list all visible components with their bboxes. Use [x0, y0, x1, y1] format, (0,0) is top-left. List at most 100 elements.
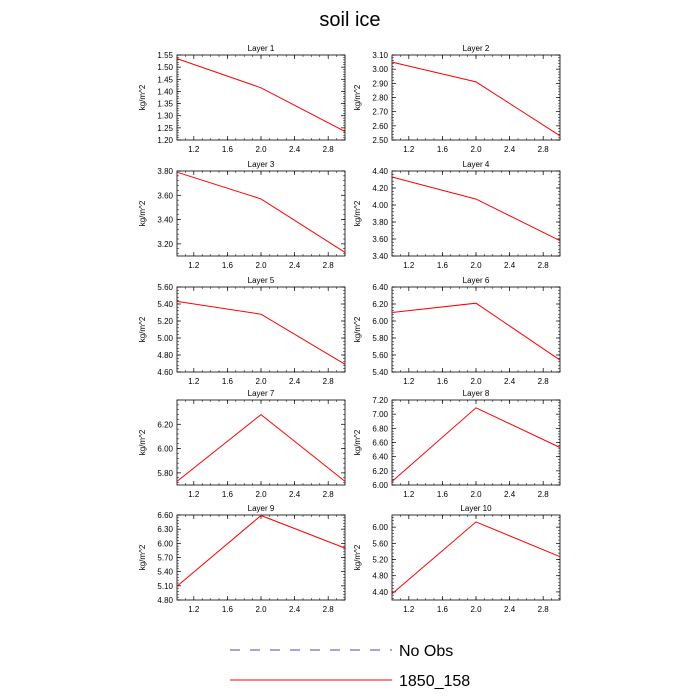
x-tick-label: 2.4 — [504, 490, 516, 499]
x-tick-label: 2.0 — [470, 261, 482, 270]
y-tick-label: 5.60 — [372, 351, 388, 360]
y-axis-label: kg/m^2 — [138, 316, 147, 342]
y-tick-label: 2.50 — [372, 136, 388, 145]
x-tick-label: 1.6 — [437, 490, 449, 499]
x-tick-label: 2.0 — [470, 145, 482, 154]
y-tick-label: 6.20 — [372, 467, 388, 476]
y-tick-label: 5.00 — [157, 334, 173, 343]
x-tick-label: 1.6 — [222, 377, 234, 386]
y-tick-label: 3.10 — [372, 51, 388, 60]
y-tick-label: 3.40 — [157, 216, 173, 225]
y-axis-label: kg/m^2 — [353, 84, 362, 110]
y-tick-label: 1.55 — [157, 51, 173, 60]
panel-title: Layer 5 — [248, 276, 275, 285]
y-tick-label: 1.45 — [157, 75, 173, 84]
y-tick-label: 6.80 — [372, 424, 388, 433]
plot-frame — [176, 399, 346, 486]
panel-layer-8: Layer 8 kg/m^2 6.00 6.20 6.40 6.60 6.80 7.00 7.2… — [353, 389, 561, 499]
x-tick-label: 2.4 — [289, 145, 301, 154]
y-tick-label: 5.40 — [157, 300, 173, 309]
x-tick-label: 2.8 — [323, 377, 335, 386]
y-tick-label: 4.60 — [157, 368, 173, 377]
panel-layer-4: Layer 4 kg/m^2 3.40 3.60 3.80 4.00 4.20 4.40 1.2… — [353, 160, 561, 270]
y-axis-label: kg/m^2 — [138, 200, 147, 226]
y-axis-label: kg/m^2 — [353, 316, 362, 342]
x-tick-label: 1.2 — [188, 261, 200, 270]
legend: No Obs 1850_158 — [230, 643, 470, 690]
series-line-1850-158 — [391, 302, 561, 361]
y-tick-label: 4.00 — [372, 201, 388, 210]
panel-layer-7: Layer 7 kg/m^2 5.80 6.00 6.20 1.2 1.6 2.0 2.4 2.8 — [138, 389, 346, 499]
series-line-1850-158 — [391, 61, 561, 137]
y-axis-label: kg/m^2 — [138, 84, 147, 110]
x-tick-label: 2.4 — [504, 261, 516, 270]
y-tick-label: 5.40 — [157, 568, 173, 577]
panel-title: Layer 2 — [463, 44, 490, 53]
y-axis-label: kg/m^2 — [353, 429, 362, 455]
y-tick-label: 5.20 — [372, 556, 388, 565]
panel-layer-2: Layer 2 kg/m^2 2.50 2.60 2.70 2.80 2.90 3.00 3.1… — [353, 44, 561, 154]
series-line-1850-158 — [176, 514, 346, 587]
y-tick-label: 5.20 — [157, 317, 173, 326]
y-tick-label: 6.00 — [157, 539, 173, 548]
series-line-1850-158 — [176, 58, 346, 132]
plot-frame — [176, 514, 346, 601]
x-tick-label: 1.2 — [403, 145, 415, 154]
y-tick-label: 6.40 — [372, 453, 388, 462]
x-tick-label: 2.8 — [323, 261, 335, 270]
x-tick-label: 2.4 — [504, 377, 516, 386]
panel-title: Layer 10 — [460, 504, 492, 513]
x-tick-label: 1.2 — [403, 490, 415, 499]
y-tick-label: 4.80 — [157, 351, 173, 360]
x-tick-label: 1.2 — [188, 377, 200, 386]
panel-title: Layer 3 — [248, 160, 275, 169]
x-tick-label: 1.6 — [437, 145, 449, 154]
y-tick-label: 6.40 — [372, 283, 388, 292]
x-tick-label: 2.0 — [255, 490, 267, 499]
x-tick-label: 1.2 — [403, 261, 415, 270]
x-tick-label: 1.6 — [222, 490, 234, 499]
y-tick-label: 4.80 — [157, 596, 173, 605]
panels-group: Layer 1 kg/m^2 1.20 1.25 1.30 1.35 1.40 1.45 1.5… — [138, 44, 561, 614]
x-tick-label: 2.8 — [538, 605, 550, 614]
panel-title: Layer 4 — [463, 160, 490, 169]
y-tick-label: 2.70 — [372, 108, 388, 117]
y-axis-label: kg/m^2 — [138, 429, 147, 455]
x-tick-label: 2.0 — [470, 490, 482, 499]
series-line-1850-158 — [176, 171, 346, 253]
y-tick-label: 2.90 — [372, 79, 388, 88]
y-tick-label: 7.20 — [372, 396, 388, 405]
x-tick-label: 1.6 — [437, 261, 449, 270]
plot-frame — [391, 399, 561, 486]
y-tick-label: 3.80 — [157, 167, 173, 176]
x-tick-label: 1.2 — [188, 490, 200, 499]
panel-title: Layer 6 — [463, 276, 490, 285]
y-tick-label: 2.60 — [372, 122, 388, 131]
series-line-1850-158 — [391, 407, 561, 482]
x-tick-label: 2.0 — [470, 605, 482, 614]
y-tick-label: 4.40 — [372, 588, 388, 597]
panel-title: Layer 7 — [248, 389, 275, 398]
x-tick-label: 2.8 — [323, 605, 335, 614]
x-tick-label: 2.8 — [323, 145, 335, 154]
panel-layer-9: Layer 9 kg/m^2 4.80 5.10 5.40 5.70 6.00 6.30 6.6… — [138, 504, 346, 614]
y-tick-label: 5.10 — [157, 582, 173, 591]
y-tick-label: 3.80 — [372, 218, 388, 227]
y-tick-label: 3.20 — [157, 240, 173, 249]
y-axis-label: kg/m^2 — [138, 544, 147, 570]
y-tick-label: 2.80 — [372, 94, 388, 103]
x-tick-label: 2.4 — [504, 605, 516, 614]
x-tick-label: 2.8 — [538, 145, 550, 154]
y-tick-label: 7.00 — [372, 410, 388, 419]
plot-frame — [176, 170, 346, 257]
y-tick-label: 5.40 — [372, 368, 388, 377]
y-axis-label: kg/m^2 — [353, 200, 362, 226]
y-tick-label: 6.00 — [372, 481, 388, 490]
chart-title: soil ice — [319, 9, 381, 31]
y-tick-label: 1.35 — [157, 100, 173, 109]
panel-title: Layer 1 — [248, 44, 275, 53]
panel-title: Layer 9 — [248, 504, 275, 513]
y-tick-label: 5.60 — [157, 283, 173, 292]
legend-label: No Obs — [399, 643, 453, 660]
